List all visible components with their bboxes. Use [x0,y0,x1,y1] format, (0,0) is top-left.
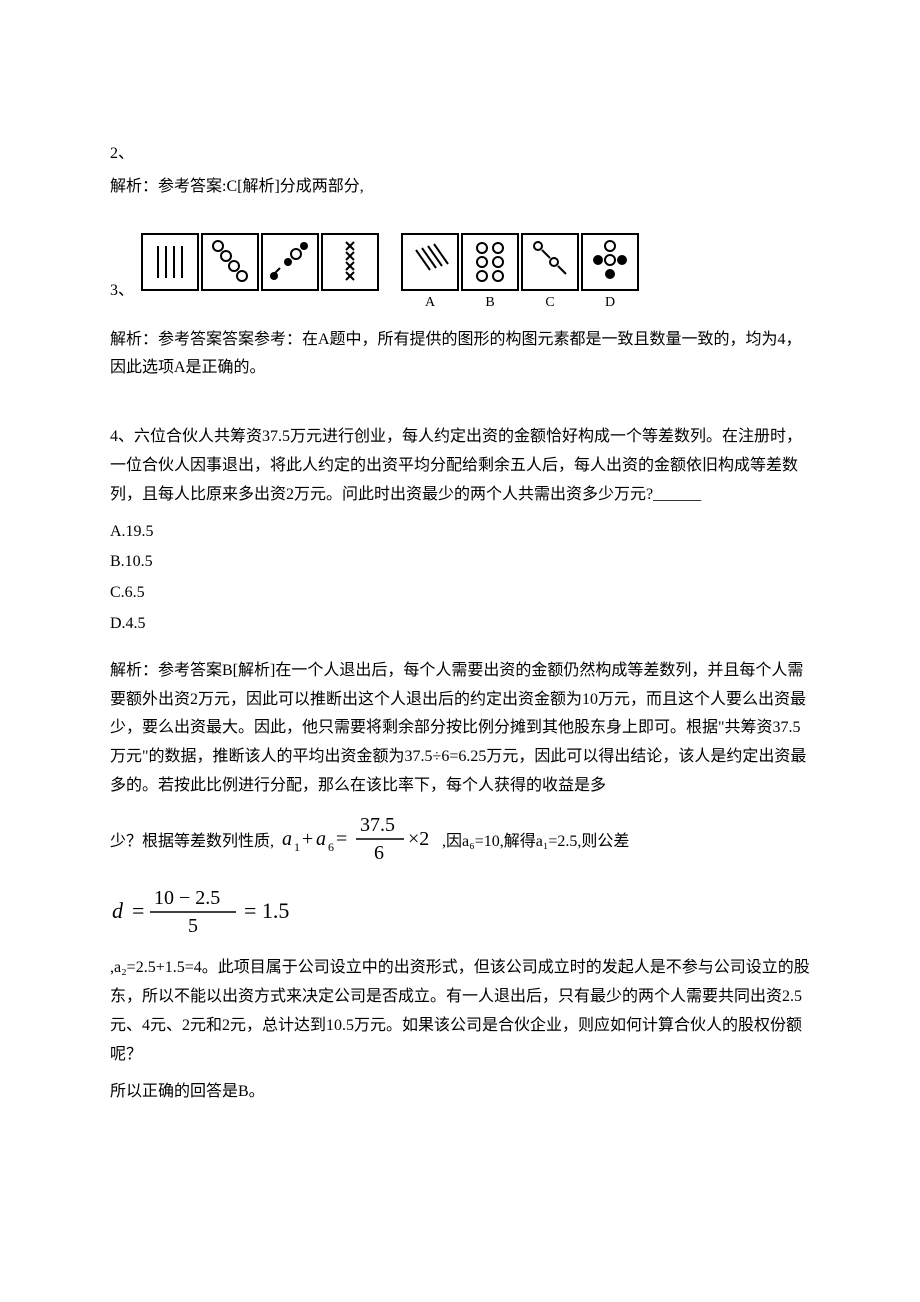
question-3-figure: A B [140,232,640,310]
question-3: 3、 [110,232,810,384]
question-3-analysis: 解析：参考答案答案参考：在A题中，所有提供的图形的构图元素都是一致且数量一致的，… [110,326,810,384]
question-4: 4、六位合伙人共筹资37.5万元进行创业，每人约定出资的金额恰好构成一个等差数列… [110,423,810,1106]
formula-1: a 1 + a 6 = 37.5 6 ×2 [278,809,438,876]
svg-text:5: 5 [188,915,198,937]
question-3-figure-row: 3、 [110,232,810,310]
question-4-conclusion: 所以正确的回答是B。 [110,1078,810,1107]
question-3-number: 3、 [110,277,134,306]
question-4-analysis-part1: 解析：参考答案B[解析]在一个人退出后，每个人需要出资的金额仍然构成等差数列，并… [110,657,810,801]
svg-text:37.5: 37.5 [360,814,395,836]
question-4-option-a: A.19.5 [110,518,810,547]
svg-text:1: 1 [294,840,300,854]
svg-text:d: d [112,898,124,923]
svg-text:+: + [302,828,313,850]
svg-text:=: = [132,898,144,923]
svg-text:=: = [336,828,347,850]
question-2-number: 2、 [110,140,810,169]
question-4-formula-line-1: 少？根据等差数列性质, a 1 + a 6 = 37.5 6 ×2 ,因a₆=1… [110,809,810,876]
analysis-part2-suffix: ,因a₆=10,解得a₁=2.5,则公差 [442,833,629,850]
svg-text:A: A [425,295,436,310]
svg-text:= 1.5: = 1.5 [244,898,289,923]
svg-text:10 − 2.5: 10 − 2.5 [154,887,220,909]
question-4-option-c: C.6.5 [110,579,810,608]
svg-text:B: B [485,295,494,310]
svg-text:6: 6 [328,840,334,854]
analysis-part2-prefix: 少？根据等差数列性质, [110,833,274,850]
svg-text:a: a [282,828,292,850]
formula-2: d = 10 − 2.5 5 = 1.5 [110,882,310,949]
svg-text:6: 6 [374,842,384,864]
puzzle-figure-svg: A B [140,232,640,310]
question-2-analysis: 解析：参考答案:C[解析]分成两部分, [110,173,810,202]
question-4-stem: 4、六位合伙人共筹资37.5万元进行创业，每人约定出资的金额恰好构成一个等差数列… [110,423,810,509]
svg-text:D: D [605,295,615,310]
question-4-analysis-part3: ,a₂=2.5+1.5=4。此项目属于公司设立中的出资形式，但该公司成立时的发起… [110,954,810,1069]
question-4-formula-line-2: d = 10 − 2.5 5 = 1.5 [110,882,810,949]
question-4-option-b: B.10.5 [110,548,810,577]
svg-text:C: C [545,295,554,310]
svg-text:a: a [316,828,326,850]
question-2: 2、 解析：参考答案:C[解析]分成两部分, [110,140,810,202]
question-4-option-d: D.4.5 [110,610,810,639]
svg-text:×2: ×2 [408,828,429,850]
